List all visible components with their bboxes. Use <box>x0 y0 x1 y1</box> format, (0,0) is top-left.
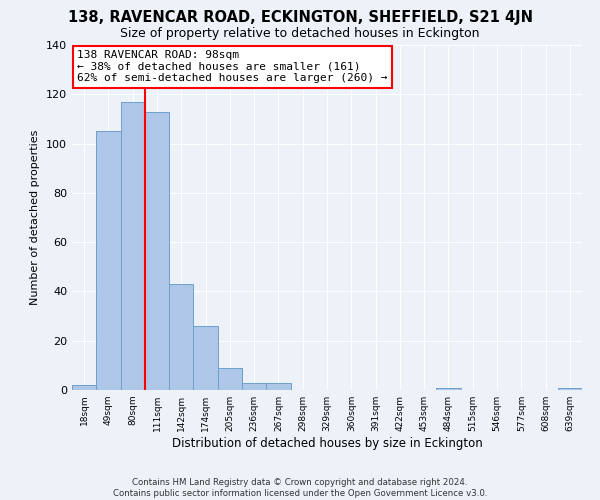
Bar <box>121 102 145 390</box>
Bar <box>218 368 242 390</box>
Bar <box>436 388 461 390</box>
Bar <box>72 385 96 390</box>
Bar <box>558 388 582 390</box>
Text: Size of property relative to detached houses in Eckington: Size of property relative to detached ho… <box>120 28 480 40</box>
Bar <box>145 112 169 390</box>
Text: Contains HM Land Registry data © Crown copyright and database right 2024.
Contai: Contains HM Land Registry data © Crown c… <box>113 478 487 498</box>
Bar <box>169 284 193 390</box>
X-axis label: Distribution of detached houses by size in Eckington: Distribution of detached houses by size … <box>172 437 482 450</box>
Text: 138 RAVENCAR ROAD: 98sqm
← 38% of detached houses are smaller (161)
62% of semi-: 138 RAVENCAR ROAD: 98sqm ← 38% of detach… <box>77 50 388 84</box>
Bar <box>193 326 218 390</box>
Bar <box>266 382 290 390</box>
Bar <box>96 131 121 390</box>
Bar <box>242 382 266 390</box>
Text: 138, RAVENCAR ROAD, ECKINGTON, SHEFFIELD, S21 4JN: 138, RAVENCAR ROAD, ECKINGTON, SHEFFIELD… <box>67 10 533 25</box>
Y-axis label: Number of detached properties: Number of detached properties <box>31 130 40 305</box>
